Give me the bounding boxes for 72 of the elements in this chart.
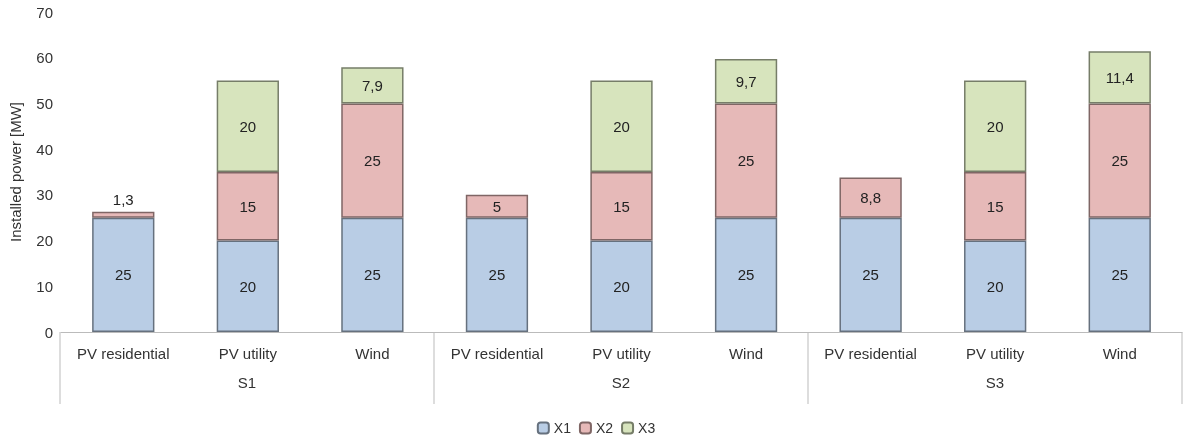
data-label: 20 bbox=[986, 117, 1004, 135]
data-label: 20 bbox=[986, 277, 1004, 295]
x-tick-label: PV utility bbox=[965, 345, 1025, 362]
bar bbox=[341, 217, 404, 332]
data-label: 15 bbox=[239, 197, 257, 215]
data-label: 25 bbox=[862, 266, 879, 284]
bar bbox=[1088, 51, 1151, 104]
x-tick-label: Wind bbox=[355, 345, 390, 362]
bar bbox=[465, 217, 529, 332]
y-tick-label: 60 bbox=[36, 49, 53, 67]
x-tick-label: Wind bbox=[728, 345, 764, 362]
bar bbox=[341, 103, 404, 218]
bar bbox=[92, 211, 155, 218]
y-tick-label: 10 bbox=[36, 277, 53, 295]
bar bbox=[590, 80, 653, 172]
data-label: 25 bbox=[737, 152, 755, 170]
data-label: 25 bbox=[364, 152, 381, 170]
y-tick-label: 70 bbox=[36, 3, 53, 21]
bar bbox=[964, 240, 1027, 332]
data-label: 25 bbox=[364, 266, 381, 284]
data-label: 11,4 bbox=[1105, 68, 1134, 86]
legend-label: X2 bbox=[595, 420, 614, 436]
bar bbox=[714, 59, 778, 104]
data-label: 1,3 bbox=[112, 190, 134, 208]
data-label: 25 bbox=[1111, 152, 1129, 170]
bar bbox=[1088, 217, 1151, 332]
data-label: 25 bbox=[737, 266, 755, 284]
data-label: 15 bbox=[613, 197, 630, 215]
y-tick-label: 0 bbox=[44, 323, 53, 341]
data-label: 25 bbox=[1111, 266, 1129, 284]
x-tick-label: PV residential bbox=[77, 345, 170, 362]
data-label: 25 bbox=[114, 266, 132, 284]
y-tick-label: 20 bbox=[36, 232, 53, 250]
x-tick-label: PV utility bbox=[218, 345, 278, 362]
data-label: 7,9 bbox=[361, 76, 383, 94]
text: S3 bbox=[985, 373, 1005, 391]
data-label: 5 bbox=[492, 197, 502, 215]
bar bbox=[590, 172, 653, 241]
bar bbox=[465, 194, 529, 218]
bar bbox=[839, 177, 902, 218]
bar bbox=[216, 172, 279, 241]
data-label: 20 bbox=[613, 277, 630, 295]
bar bbox=[590, 240, 653, 332]
data-label: 8,8 bbox=[860, 189, 882, 207]
data-label: 15 bbox=[986, 197, 1004, 215]
x-tick-label: PV residential bbox=[450, 345, 544, 362]
bar bbox=[839, 217, 902, 332]
data-label: 25 bbox=[488, 266, 506, 284]
x-tick-label: PV residential bbox=[824, 345, 917, 362]
legend-label: X3 bbox=[638, 420, 656, 436]
bar bbox=[714, 217, 778, 332]
bar bbox=[714, 103, 778, 218]
y-axis-title: Installed power [MW] bbox=[7, 101, 24, 243]
data-label: 20 bbox=[239, 277, 257, 295]
x-tick-label: Wind bbox=[1102, 345, 1137, 362]
data-label: 20 bbox=[239, 117, 257, 135]
bar bbox=[964, 172, 1027, 241]
bar bbox=[92, 217, 155, 332]
data-label: 9,7 bbox=[735, 72, 757, 90]
text: S2 bbox=[611, 373, 631, 391]
x-tick-label: PV utility bbox=[592, 345, 652, 362]
bar bbox=[1088, 103, 1151, 218]
y-tick-label: 50 bbox=[36, 94, 53, 112]
text: S1 bbox=[237, 373, 257, 391]
data-label: 20 bbox=[613, 117, 630, 135]
bar bbox=[216, 240, 279, 332]
y-tick-label: 30 bbox=[36, 186, 53, 204]
bar bbox=[341, 67, 404, 104]
bar bbox=[216, 80, 279, 172]
bar bbox=[964, 80, 1027, 172]
legend-label: X1 bbox=[553, 420, 572, 436]
y-tick-label: 40 bbox=[36, 140, 53, 158]
